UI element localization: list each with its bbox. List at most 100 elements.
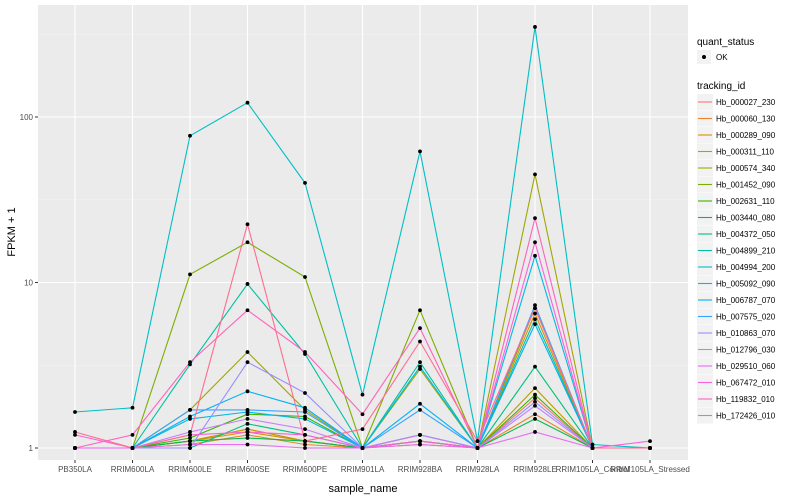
data-point [245, 436, 250, 440]
data-point [188, 133, 192, 138]
legend-label-Hb_006787_070: Hb_006787_070 [716, 296, 776, 305]
data-point [188, 407, 192, 412]
legend-label-Hb_005092_090: Hb_005092_090 [716, 280, 776, 289]
legend-tracking-id-title: tracking_id [697, 81, 745, 92]
legend-label-Hb_010863_070: Hb_010863_070 [716, 329, 776, 338]
data-point [533, 396, 537, 401]
x-tick-label: RRIM928LE [513, 465, 557, 474]
legend-tracking-id: tracking_id Hb_000027_230 Hb_000060_130 Hb… [697, 81, 776, 424]
data-point [303, 442, 307, 447]
data-point [648, 446, 652, 450]
data-point [475, 446, 480, 450]
legend-label-Hb_012796_030: Hb_012796_030 [716, 346, 776, 355]
data-point [590, 446, 595, 450]
data-point [533, 430, 537, 434]
data-point [533, 416, 537, 421]
data-point [533, 364, 537, 369]
legend-label-Hb_067472_010: Hb_067472_010 [716, 379, 776, 388]
legend-label-Hb_007575_020: Hb_007575_020 [716, 313, 776, 322]
legend-label-Hb_004899_210: Hb_004899_210 [716, 247, 776, 256]
data-point [130, 446, 135, 450]
series-points [73, 25, 652, 450]
x-tick-label: RRIM600LA [111, 465, 155, 474]
data-point [245, 416, 250, 421]
y-tick-label: 100 [20, 113, 34, 122]
legend-label-Hb_000060_130: Hb_000060_130 [716, 115, 776, 124]
data-point [130, 405, 135, 410]
legend-label-Hb_002631_110: Hb_002631_110 [716, 197, 775, 206]
data-point [303, 446, 307, 450]
data-point [418, 308, 422, 313]
data-point [245, 240, 250, 245]
data-point [188, 272, 192, 277]
data-point [188, 432, 192, 437]
x-tick-label: RRIM928BA [398, 465, 443, 474]
legend-label-Hb_000289_090: Hb_000289_090 [716, 131, 776, 140]
data-point [418, 364, 422, 369]
data-point [188, 442, 192, 447]
data-point [245, 350, 250, 354]
data-point [188, 439, 192, 444]
y-axis-title: FPKM + 1 [6, 207, 18, 256]
data-point [533, 392, 537, 397]
data-point [245, 282, 250, 286]
data-point [418, 326, 422, 331]
data-point [245, 430, 250, 434]
data-point [360, 427, 365, 432]
legend-label-Hb_000311_110: Hb_000311_110 [716, 148, 775, 157]
x-tick-label: PB350LA [58, 465, 92, 474]
x-axis: PB350LA RRIM600LA RRIM600LE RRIM600SE RRIM60… [58, 460, 690, 474]
data-point [130, 432, 135, 437]
legend-point-icon [702, 55, 706, 59]
data-point [533, 303, 537, 308]
data-point [418, 442, 422, 447]
x-tick-label: RRIM105LA_Stressed [610, 465, 690, 474]
x-tick-label: RRIM105LA_Control [556, 465, 630, 474]
legend-label-Hb_004994_200: Hb_004994_200 [716, 263, 776, 272]
legend-label-Hb_004372_050: Hb_004372_050 [716, 230, 776, 239]
y-tick-label: 10 [24, 279, 33, 288]
x-axis-title: sample_name [328, 483, 397, 495]
data-point [303, 427, 307, 432]
data-point [245, 222, 250, 227]
data-point [245, 389, 250, 394]
data-point [418, 439, 422, 444]
data-point [533, 240, 537, 245]
legend-label-Hb_001452_090: Hb_001452_090 [716, 181, 776, 190]
x-tick-label: RRIM600SE [225, 465, 269, 474]
data-point [360, 446, 365, 450]
data-point [418, 401, 422, 406]
data-point [303, 180, 307, 185]
x-tick-label: RRIM928LA [456, 465, 500, 474]
data-point [533, 216, 537, 220]
data-point [533, 322, 537, 327]
data-point [533, 306, 537, 311]
legend-label-Hb_172426_010: Hb_172426_010 [716, 412, 776, 421]
data-point [418, 339, 422, 344]
data-point [303, 391, 307, 395]
data-point [533, 412, 537, 417]
data-point [73, 410, 77, 414]
data-point [360, 412, 365, 417]
legend-quant-status-title: quant_status [697, 37, 754, 48]
data-point [533, 253, 537, 258]
data-point [245, 432, 250, 437]
data-point [475, 439, 480, 444]
data-point [533, 25, 537, 29]
data-point [303, 275, 307, 279]
data-point [533, 403, 537, 408]
data-point [188, 436, 192, 440]
data-point [533, 386, 537, 391]
data-point [303, 410, 307, 414]
x-tick-label: RRIM600LE [168, 465, 212, 474]
data-point [73, 446, 77, 450]
data-point [418, 149, 422, 154]
data-point [303, 439, 307, 444]
data-point [188, 414, 192, 419]
data-point [533, 399, 537, 404]
data-point [245, 360, 250, 365]
data-point [303, 432, 307, 437]
legend-label-Hb_000574_340: Hb_000574_340 [716, 164, 776, 173]
data-point [245, 100, 250, 105]
data-point [533, 172, 537, 177]
